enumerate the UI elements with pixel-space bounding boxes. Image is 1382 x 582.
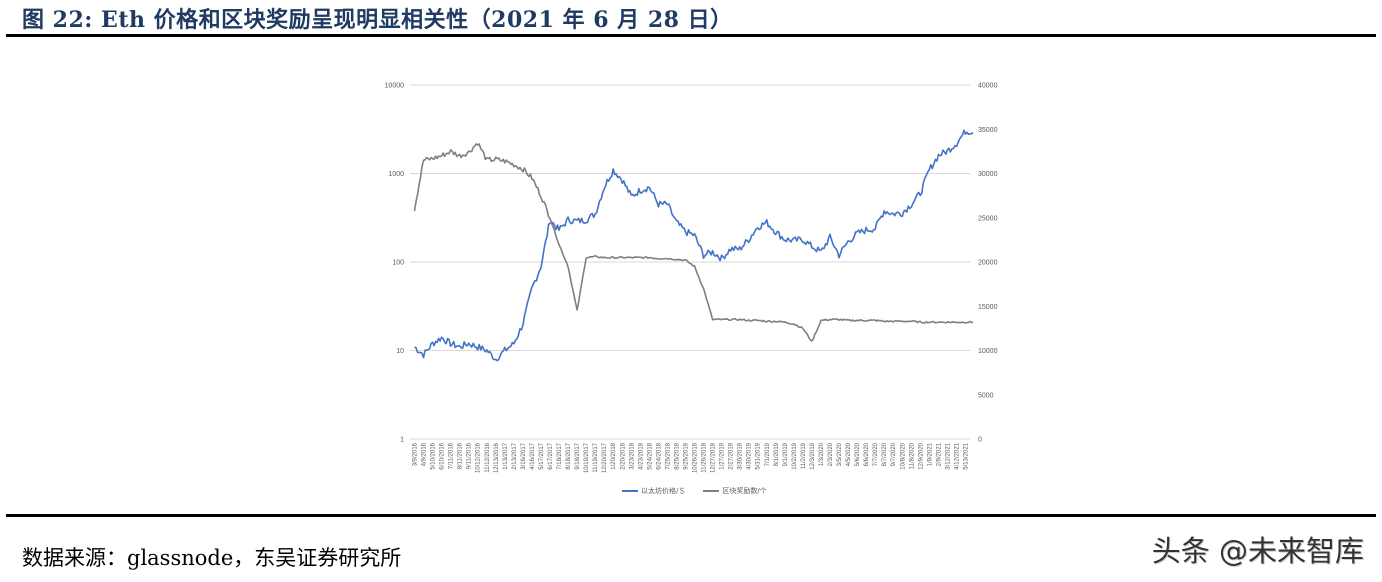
chart-legend: 以太坊价格/＄ 区块奖励数/个 [622,486,767,496]
right-axis-tick: 0 [978,437,982,444]
right-axis-tick: 35000 [978,127,998,134]
price-series-line [414,129,974,362]
x-axis-tick: 5/24/2018 [647,442,653,469]
x-axis-tick: 4/23/2018 [638,442,644,469]
right-axis-tick: 15000 [978,304,998,311]
x-axis-tick: 8/1/2019 [774,442,780,466]
x-axis-tick: 1/13/2017 [503,442,509,469]
x-axis-tick: 2/20/2018 [620,442,626,469]
x-axis-tick: 11/12/2016 [485,442,491,472]
legend-label-reward: 区块奖励数/个 [722,487,767,495]
x-axis-tick: 7/11/2016 [449,442,455,469]
price-line-swatch-icon [622,490,638,492]
x-axis-tick: 10/26/2018 [693,442,699,473]
x-axis-tick: 5/31/2019 [756,442,762,469]
x-axis-tick: 4/16/2017 [530,442,536,469]
x-axis-tick: 3/12/2021 [945,442,951,469]
x-axis-tick: 6/6/2020 [864,442,870,466]
x-axis-tick: 6/24/2018 [656,442,662,469]
left-axis-tick: 100 [392,260,404,267]
right-axis-tick: 30000 [978,171,998,178]
x-axis-tick: 1/20/2018 [611,442,617,469]
x-axis-tick: 5/10/2016 [431,442,437,469]
x-axis-tick: 9/7/2020 [891,442,897,466]
right-axis-tick: 10000 [978,348,998,355]
top-divider [6,34,1376,37]
right-axis-tick: 25000 [978,215,998,222]
x-axis-tick: 10/19/2017 [584,442,590,473]
reward-series-line [413,143,974,342]
x-axis-tick: 4/30/2019 [747,442,753,469]
x-axis-tick: 12/27/2018 [711,442,717,473]
x-axis-tick: 2/9/2021 [936,442,942,466]
left-axis-tick: 1 [400,437,404,444]
x-axis-tick: 11/8/2020 [909,442,915,469]
x-axis-tick: 8/25/2018 [674,442,680,469]
x-axis-tick: 3/9/2016 [413,442,419,466]
x-axis-tick: 2/27/2019 [729,442,735,469]
left-axis-tick: 10000 [385,83,405,90]
x-axis-tick: 9/18/2017 [575,442,581,469]
x-axis-tick: 11/26/2018 [702,442,708,472]
x-axis-tick: 2/3/2020 [828,442,834,466]
x-axis-tick: 7/1/2019 [765,442,771,466]
left-axis-tick: 1000 [388,171,404,178]
x-axis-tick: 1/9/2021 [927,442,933,466]
x-axis-tick: 4/5/2020 [846,442,852,466]
figure-title: 图 22: Eth 价格和区块奖励呈现明显相关性（2021 年 6 月 28 日… [22,7,733,33]
x-axis-tick: 4/12/2021 [954,442,960,469]
legend-label-price: 以太坊价格/＄ [641,487,686,495]
right-axis-tick: 5000 [978,392,994,399]
x-axis-tick: 8/18/2017 [566,442,572,469]
reward-line-swatch-icon [703,490,720,492]
legend-item-price: 以太坊价格/＄ [622,486,685,496]
watermark: 头条 @未来智库 [1151,534,1364,568]
x-axis-tick: 7/7/2020 [873,442,879,466]
x-axis-tick: 6/17/2017 [548,442,554,469]
x-axis-tick: 3/5/2020 [837,442,843,466]
x-axis-tick: 5/6/2020 [855,442,861,466]
x-axis-tick: 12/13/2016 [494,442,500,473]
x-axis-tick: 9/25/2018 [683,442,689,469]
x-axis-tick: 5/13/2021 [963,442,969,469]
x-axis-tick: 7/18/2017 [557,442,563,469]
x-axis-tick: 3/30/2019 [738,442,744,469]
x-axis-tick: 12/9/2020 [918,442,924,469]
right-axis-tick: 20000 [978,260,998,267]
left-axis-tick: 10 [396,348,404,355]
x-axis-tick: 12/20/2017 [602,442,608,473]
x-axis-tick: 5/17/2017 [539,442,545,469]
legend-item-reward: 区块奖励数/个 [703,486,767,496]
x-axis-tick: 8/7/2020 [882,442,888,466]
x-axis-tick: 2/13/2017 [512,442,518,469]
x-axis-tick: 9/11/2016 [467,442,473,469]
x-axis-tick: 11/2/2019 [801,442,807,469]
x-axis-tick: 10/12/2016 [476,442,482,473]
x-axis-tick: 7/25/2018 [665,442,671,469]
right-axis-tick: 40000 [978,83,998,90]
x-axis-tick: 4/9/2016 [422,442,428,466]
x-axis-tick: 9/1/2019 [783,442,789,466]
x-axis-tick: 10/2/2019 [792,442,798,469]
x-axis-tick: 11/19/2017 [593,442,599,472]
x-axis-tick: 10/8/2020 [900,442,906,469]
data-source-note: 数据来源：glassnode，东吴证券研究所 [22,546,402,570]
x-axis-tick: 1/27/2019 [720,442,726,469]
x-axis-tick: 1/3/2020 [819,442,825,466]
bottom-divider [6,514,1376,517]
x-axis-tick: 3/23/2018 [629,442,635,469]
x-axis-tick: 8/11/2016 [458,442,464,469]
x-axis-tick: 6/10/2016 [440,442,446,469]
x-axis-tick: 3/16/2017 [521,442,527,469]
x-axis-tick: 12/3/2019 [810,442,816,469]
